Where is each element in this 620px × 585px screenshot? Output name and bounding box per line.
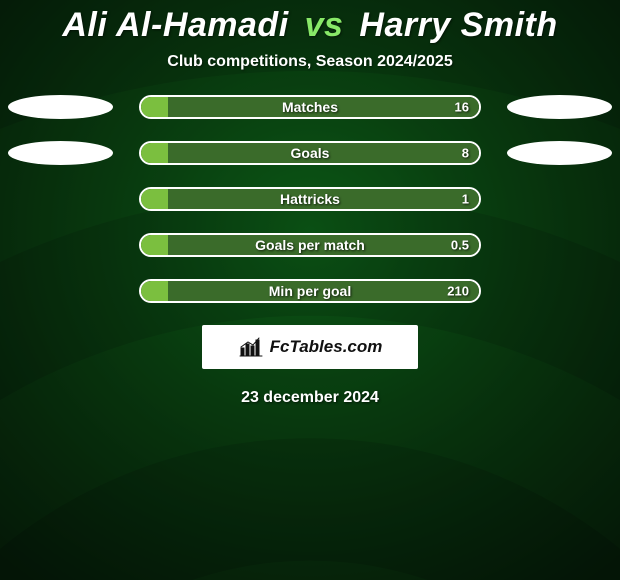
pill-fill-left — [141, 235, 168, 255]
stat-row: Hattricks 1 — [0, 187, 620, 211]
stat-value-right: 210 — [447, 284, 469, 299]
stat-value-right: 8 — [462, 146, 469, 161]
stat-label: Matches — [282, 99, 338, 115]
logo-text: FcTables.com — [270, 337, 383, 357]
pill-fill-left — [141, 281, 168, 301]
stat-row: Min per goal 210 — [0, 279, 620, 303]
player1-name: Ali Al-Hamadi — [62, 6, 288, 44]
stat-pill: Min per goal 210 — [139, 279, 481, 303]
bar-chart-icon — [238, 336, 264, 358]
left-value-ellipse — [8, 95, 113, 119]
pill-fill-left — [141, 189, 168, 209]
stat-row: Goals 8 — [0, 141, 620, 165]
stat-row: Matches 16 — [0, 95, 620, 119]
stat-label: Goals — [291, 145, 330, 161]
pill-fill-left — [141, 97, 168, 117]
page-title: Ali Al-Hamadi vs Harry Smith — [62, 6, 557, 45]
stat-label: Goals per match — [255, 237, 365, 253]
stat-pill: Matches 16 — [139, 95, 481, 119]
subtitle: Club competitions, Season 2024/2025 — [167, 53, 452, 71]
vs-separator: vs — [305, 6, 344, 44]
stat-row: Goals per match 0.5 — [0, 233, 620, 257]
logo-box[interactable]: FcTables.com — [202, 325, 418, 369]
right-value-ellipse — [507, 95, 612, 119]
player2-name: Harry Smith — [359, 6, 557, 44]
stat-label: Hattricks — [280, 191, 340, 207]
stat-value-right: 1 — [462, 192, 469, 207]
pill-fill-left — [141, 143, 168, 163]
stats-rows: Matches 16 Goals 8 Hattricks 1 Goals per match… — [0, 95, 620, 303]
stat-pill: Hattricks 1 — [139, 187, 481, 211]
right-value-ellipse — [507, 141, 612, 165]
left-value-ellipse — [8, 141, 113, 165]
stat-pill: Goals per match 0.5 — [139, 233, 481, 257]
stat-value-right: 0.5 — [451, 238, 469, 253]
stat-label: Min per goal — [269, 283, 351, 299]
date-text: 23 december 2024 — [241, 389, 379, 407]
stat-value-right: 16 — [455, 100, 469, 115]
stat-pill: Goals 8 — [139, 141, 481, 165]
